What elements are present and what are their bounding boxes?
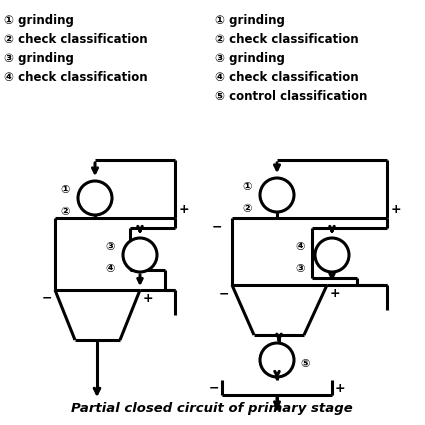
Text: ① grinding: ① grinding [4,14,74,27]
Text: +: + [143,292,153,305]
Text: +: + [391,203,402,216]
Text: −: − [42,292,52,305]
Text: ④: ④ [105,264,115,274]
Text: −: − [209,382,219,395]
Text: ③ grinding: ③ grinding [4,52,74,65]
Circle shape [260,343,294,377]
Circle shape [260,178,294,212]
Text: −: − [218,287,229,300]
Text: ③: ③ [105,242,115,252]
Text: +: + [330,287,340,300]
Text: ④ check classification: ④ check classification [215,71,359,84]
Text: ①: ① [242,182,252,192]
Text: ② check classification: ② check classification [4,33,147,46]
Text: ③: ③ [295,264,305,274]
Text: ③ grinding: ③ grinding [215,52,285,65]
Circle shape [123,238,157,272]
Circle shape [78,181,112,215]
Text: ⑤: ⑤ [300,359,310,369]
Text: ②: ② [242,204,252,214]
Text: ① grinding: ① grinding [215,14,285,27]
Text: Partial closed circuit of primary stage: Partial closed circuit of primary stage [71,402,353,415]
Text: ② check classification: ② check classification [215,33,359,46]
Text: ②: ② [60,207,70,217]
Text: +: + [335,382,346,395]
Circle shape [315,238,349,272]
Text: ④ check classification: ④ check classification [4,71,147,84]
Text: ⑤ control classification: ⑤ control classification [215,90,367,103]
Text: ①: ① [60,185,70,195]
Text: ④: ④ [295,242,305,252]
Text: −: − [212,220,222,233]
Text: +: + [179,203,190,216]
